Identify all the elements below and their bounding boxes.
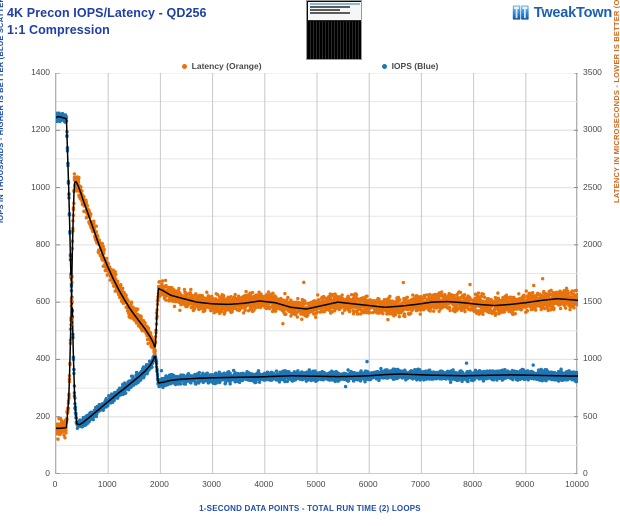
chart-legend: Latency (Orange) IOPS (Blue) xyxy=(0,59,620,73)
y-axis-left-tick-label: 1400 xyxy=(31,67,50,77)
x-axis-tick-label: 8000 xyxy=(463,479,483,489)
tweaktown-logo-icon xyxy=(512,3,531,22)
x-axis-title: 1-SECOND DATA POINTS - TOTAL RUN TIME (2… xyxy=(199,504,421,513)
thumbnail-ribbed-body xyxy=(308,22,361,59)
y-axis-left-tick-label: 400 xyxy=(35,353,50,364)
title-line-1: 4K Precon IOPS/Latency - QD256 xyxy=(7,6,207,20)
y-axis-right-tick-label: 3500 xyxy=(583,67,602,77)
x-axis-tick-label: 10000 xyxy=(565,479,589,489)
y-axis-left-tick-label: 200 xyxy=(35,410,50,421)
chart-area: IOPS IN THOUSANDS - HIGHER IS BETTER (BL… xyxy=(0,0,620,489)
x-axis-tick-label: 7000 xyxy=(410,479,430,489)
y-axis-right-tick-label: 500 xyxy=(583,410,598,421)
thumbnail-strip xyxy=(310,3,360,5)
tweaktown-logo-text: TweakTown xyxy=(533,4,612,21)
y-axis-left-tick-label: 0 xyxy=(45,468,50,478)
y-axis-right-tick-label: 0 xyxy=(583,468,588,478)
y-axis-left-tick-label: 800 xyxy=(35,238,50,249)
y-axis-right-tick-label: 2000 xyxy=(583,238,602,249)
x-axis-tick-label: 9000 xyxy=(515,479,535,489)
plot-canvas xyxy=(55,73,578,474)
page-header: 4K Precon IOPS/Latency - QD256 1:1 Compr… xyxy=(0,0,620,60)
legend-dot-iops xyxy=(381,63,387,69)
legend-dot-latency xyxy=(181,63,187,69)
x-axis-tick-label: 0 xyxy=(52,479,58,489)
thumbnail-label-panel xyxy=(308,2,361,21)
legend-item-latency[interactable]: Latency (Orange) xyxy=(181,61,262,71)
y-axis-left-tick-label: 600 xyxy=(35,296,50,307)
legend-item-iops[interactable]: IOPS (Blue) xyxy=(381,61,439,71)
y-axis-left-tick-label: 1000 xyxy=(31,181,50,192)
y-axis-right-tick-label: 3000 xyxy=(583,124,602,135)
product-thumbnail-image xyxy=(306,0,362,60)
title-line-2: 1:1 Compression xyxy=(7,23,110,37)
page-title: 4K Precon IOPS/Latency - QD256 1:1 Compr… xyxy=(7,5,207,39)
y-axis-right-tick-label: 1500 xyxy=(583,296,602,307)
trend-line-latency xyxy=(56,180,578,430)
y-axis-right-tick-label: 2500 xyxy=(583,181,602,192)
y-axis-left-title: IOPS IN THOUSANDS - HIGHER IS BETTER (BL… xyxy=(0,0,5,223)
y-axis-right-title: LATENCY IN MICROSECONDS - LOWER IS BETTE… xyxy=(612,0,620,203)
plot-svg xyxy=(56,73,578,474)
y-axis-left-tick-label: 1200 xyxy=(31,124,50,135)
y-axis-right-tick-label: 1000 xyxy=(583,353,602,364)
x-axis-tick-label: 6000 xyxy=(358,479,378,489)
tweaktown-logo[interactable]: TweakTown xyxy=(512,3,612,22)
x-axis-tick-label: 4000 xyxy=(254,479,274,489)
legend-label-latency: Latency (Orange) xyxy=(191,61,262,71)
x-axis-tick-label: 1000 xyxy=(97,479,117,489)
legend-label-iops: IOPS (Blue) xyxy=(391,61,439,71)
trend-line-iops xyxy=(56,115,578,426)
x-axis-tick-label: 5000 xyxy=(306,479,326,489)
thumbnail-strip xyxy=(310,6,350,8)
thumbnail-strip xyxy=(310,12,350,14)
thumbnail-strip xyxy=(310,9,340,11)
x-axis-tick-label: 3000 xyxy=(202,479,222,489)
x-axis-tick-label: 2000 xyxy=(149,479,169,489)
